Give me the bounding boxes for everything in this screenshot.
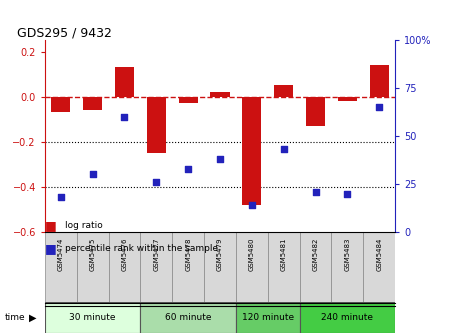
Bar <box>77 232 109 306</box>
Bar <box>141 302 236 333</box>
Text: GDS295 / 9432: GDS295 / 9432 <box>17 26 112 39</box>
Point <box>185 166 192 171</box>
Text: percentile rank within the sample: percentile rank within the sample <box>65 244 218 253</box>
Text: time: time <box>4 313 25 322</box>
Text: 60 minute: 60 minute <box>165 313 211 322</box>
Text: GSM5478: GSM5478 <box>185 238 191 271</box>
Bar <box>306 97 325 126</box>
Bar <box>274 85 293 97</box>
Text: GSM5483: GSM5483 <box>344 238 350 271</box>
Text: ■: ■ <box>45 242 57 255</box>
Text: GSM5477: GSM5477 <box>154 238 159 271</box>
Bar <box>268 232 299 306</box>
Point <box>376 104 383 110</box>
Text: GSM5474: GSM5474 <box>58 238 64 271</box>
Bar <box>299 302 395 333</box>
Point <box>89 172 96 177</box>
Bar <box>45 302 141 333</box>
Bar <box>370 65 389 97</box>
Bar <box>242 97 261 205</box>
Point <box>121 114 128 120</box>
Text: GSM5481: GSM5481 <box>281 238 286 271</box>
Bar <box>115 67 134 97</box>
Bar <box>363 232 395 306</box>
Bar <box>51 97 70 113</box>
Point <box>57 195 64 200</box>
Text: log ratio: log ratio <box>65 221 103 229</box>
Point <box>248 202 255 208</box>
Bar <box>147 97 166 153</box>
Point <box>280 147 287 152</box>
Text: GSM5475: GSM5475 <box>90 238 96 271</box>
Text: ■: ■ <box>45 219 57 232</box>
Text: GSM5479: GSM5479 <box>217 238 223 271</box>
Bar <box>141 232 172 306</box>
Bar <box>338 97 357 101</box>
Bar <box>83 97 102 110</box>
Bar <box>172 232 204 306</box>
Bar <box>204 232 236 306</box>
Bar <box>236 232 268 306</box>
Point <box>153 179 160 185</box>
Bar <box>211 92 229 97</box>
Point <box>312 189 319 194</box>
Text: 30 minute: 30 minute <box>70 313 116 322</box>
Text: GSM5482: GSM5482 <box>313 238 318 271</box>
Bar <box>45 232 77 306</box>
Text: GSM5476: GSM5476 <box>122 238 128 271</box>
Text: GSM5480: GSM5480 <box>249 238 255 271</box>
Point <box>216 156 224 162</box>
Point <box>344 191 351 196</box>
Bar <box>236 302 299 333</box>
Text: GSM5484: GSM5484 <box>376 238 382 271</box>
Bar <box>331 232 363 306</box>
Bar <box>179 97 198 103</box>
Bar <box>299 232 331 306</box>
Text: 120 minute: 120 minute <box>242 313 294 322</box>
Text: ▶: ▶ <box>29 312 37 323</box>
Bar <box>109 232 141 306</box>
Text: 240 minute: 240 minute <box>321 313 374 322</box>
